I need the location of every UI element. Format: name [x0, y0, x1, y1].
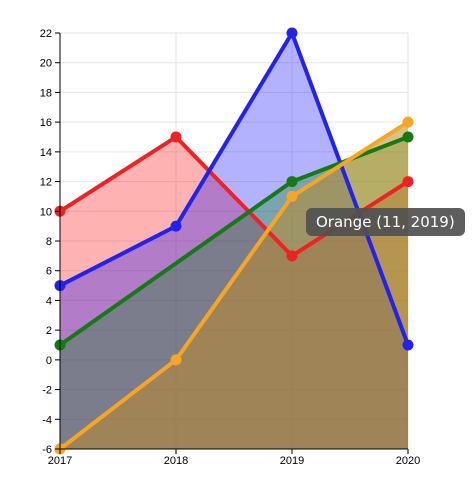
- point-red[interactable]: [170, 131, 182, 143]
- axes: -6 -4 -2 0 2 4 6 8 10 12 14 16 18 20 22 2017 2018 2019 202…: [40, 28, 420, 467]
- y-tick-label: 6: [46, 266, 52, 278]
- y-tick-label: 2: [46, 325, 52, 337]
- series-markers[interactable]: [54, 27, 414, 455]
- y-tick-label: 22: [40, 28, 52, 40]
- y-tick-label: -4: [42, 414, 52, 426]
- y-tick-label: 16: [40, 117, 52, 129]
- point-blue[interactable]: [402, 339, 414, 351]
- y-tick-label: 10: [40, 206, 52, 218]
- point-blue[interactable]: [286, 27, 298, 39]
- x-tick-label: 2019: [280, 455, 304, 467]
- point-orange[interactable]: [402, 116, 414, 128]
- line-orange: [58, 120, 410, 451]
- point-green[interactable]: [402, 131, 414, 143]
- y-tick-label: 12: [40, 177, 52, 189]
- data-tooltip: Orange (11, 2019): [306, 208, 465, 237]
- y-tick-label: 14: [40, 147, 52, 159]
- x-tick-label: 2020: [396, 455, 420, 467]
- y-tick-label: -2: [42, 385, 52, 397]
- line-blue: [58, 31, 410, 347]
- point-orange[interactable]: [286, 190, 298, 202]
- point-blue[interactable]: [170, 220, 182, 232]
- point-red[interactable]: [402, 176, 414, 188]
- y-tick-label: 0: [46, 355, 52, 367]
- x-tick-label: 2018: [164, 455, 188, 467]
- y-tick-label: 8: [46, 236, 52, 248]
- area-orange: [60, 122, 408, 450]
- y-tick-label: 18: [40, 87, 52, 99]
- y-tick-label: 20: [40, 58, 52, 70]
- point-orange[interactable]: [170, 354, 182, 366]
- series-areas: [60, 33, 408, 450]
- y-tick-label: 4: [46, 295, 52, 307]
- point-red[interactable]: [286, 250, 298, 262]
- y-tick-label: -6: [42, 444, 52, 456]
- x-tick-label: 2017: [48, 455, 72, 467]
- point-green[interactable]: [286, 176, 298, 188]
